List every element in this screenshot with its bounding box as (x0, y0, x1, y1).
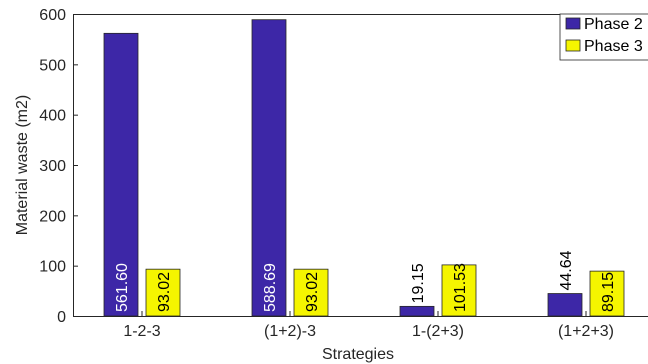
bar-phase-3 (589, 270, 625, 317)
legend: Phase 2 Phase 3 (559, 13, 648, 61)
data-label: 101.53 (452, 263, 469, 312)
data-label: 561.60 (114, 263, 131, 312)
plot-frame (73, 14, 648, 317)
x-axis-ticks: 1-2-3 (1+2)-3 1-(2+3) (1+2+3) (123, 311, 614, 340)
x-tick-label: (1+2+3) (558, 323, 614, 340)
x-tick-label: 1-(2+3) (412, 323, 464, 340)
x-tick-label: 1-2-3 (123, 323, 160, 340)
data-label: 44.64 (558, 250, 575, 290)
x-tick-label: (1+2)-3 (264, 323, 316, 340)
legend-swatch (565, 17, 581, 30)
bar-phase-2 (399, 305, 435, 317)
bar-phase-3 (293, 268, 329, 317)
data-label: 19.15 (410, 263, 427, 303)
y-tick-label: 400 (39, 108, 66, 125)
y-axis-title: Material waste (m2) (14, 95, 31, 235)
data-label: 588.69 (262, 263, 279, 312)
data-label: 93.02 (304, 272, 321, 312)
y-tick-label: 200 (39, 208, 66, 225)
y-tick-label: 0 (57, 309, 66, 326)
legend-swatch (565, 39, 581, 52)
y-tick-label: 100 (39, 259, 66, 276)
y-axis-ticks: 0 100 200 300 400 500 600 (39, 7, 78, 326)
data-label: 93.02 (156, 272, 173, 312)
bar-phase-3 (441, 264, 477, 317)
legend-label: Phase 2 (584, 16, 643, 33)
bars: 561.60 588.69 19.15 44.64 93.02 93.02 101.53 89… (103, 19, 625, 317)
y-tick-label: 600 (39, 7, 66, 24)
data-label: 89.15 (600, 272, 617, 312)
bar-phase-2 (547, 293, 583, 317)
bar-phase-3 (145, 268, 181, 317)
y-tick-label: 500 (39, 57, 66, 74)
bar-phase-2 (251, 19, 287, 317)
legend-label: Phase 3 (584, 38, 643, 55)
x-axis-title: Strategies (322, 346, 394, 363)
y-tick-label: 300 (39, 158, 66, 175)
